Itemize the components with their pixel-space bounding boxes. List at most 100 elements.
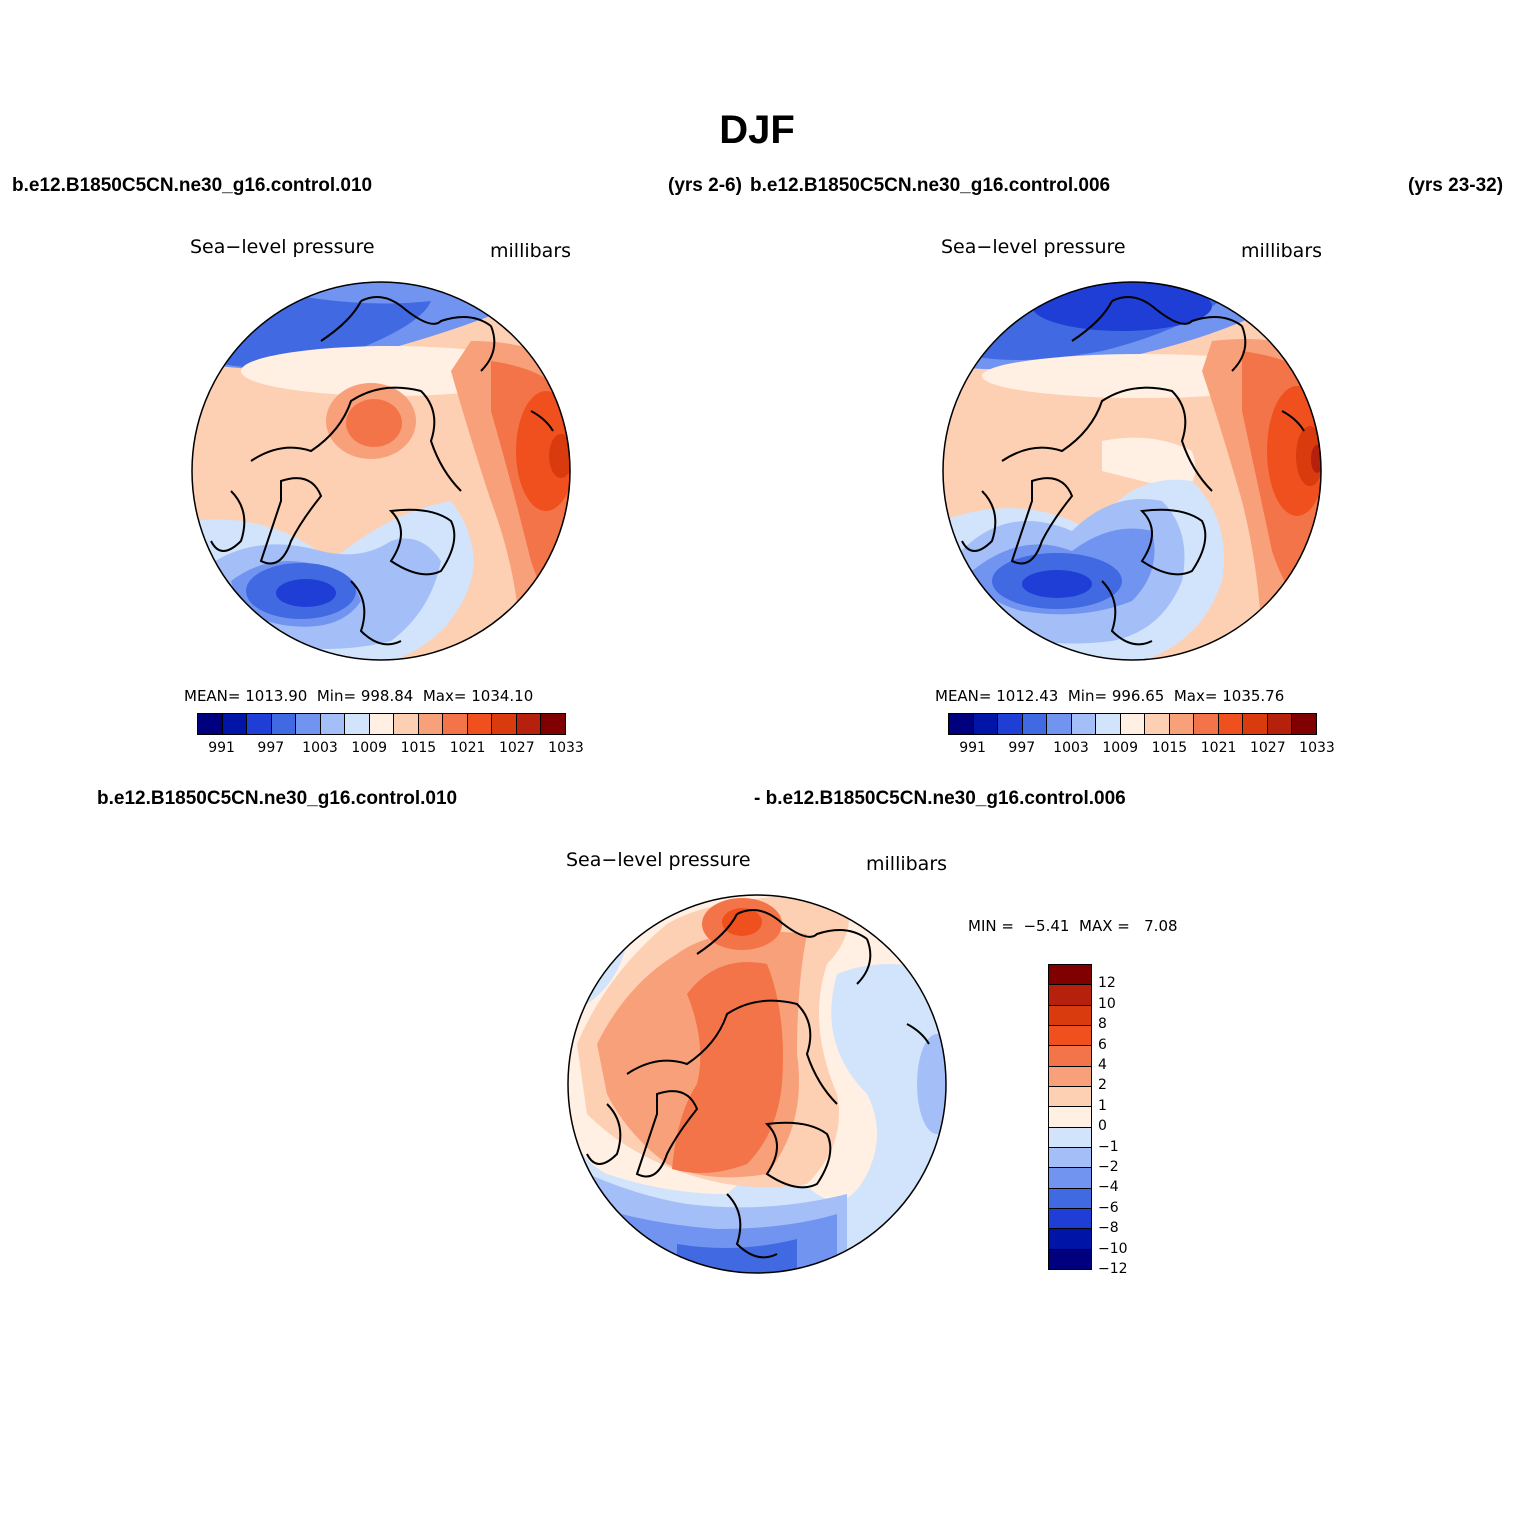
colorbar-label: 1 [1098, 1097, 1107, 1114]
diff-case2-label: - b.e12.B1850C5CN.ne30_g16.control.006 [754, 788, 1126, 809]
panel2-max-value: 1035.76 [1222, 687, 1285, 705]
case2-label: b.e12.B1850C5CN.ne30_g16.control.006 [750, 175, 1111, 196]
panel1-mean-label: MEAN= [184, 687, 241, 705]
colorbar-label: 0 [1098, 1118, 1107, 1135]
colorbar-swatch [1049, 1208, 1091, 1230]
colorbar-label: 1021 [1200, 740, 1237, 756]
panel2-mean-label: MEAN= [935, 687, 992, 705]
colorbar-swatch [1049, 1188, 1091, 1209]
colorbar-swatch [1243, 714, 1268, 734]
panel2-variable: Sea−level pressure [941, 236, 1126, 258]
colorbar-label: −6 [1098, 1199, 1119, 1216]
colorbar-swatch [998, 714, 1023, 734]
colorbar-label: 1015 [1151, 740, 1188, 756]
colorbar-swatch [198, 714, 223, 734]
colorbar-label: 1027 [1249, 740, 1286, 756]
colorbar-label: −4 [1098, 1179, 1119, 1196]
colorbar-swatch [1022, 714, 1048, 734]
panel2-map [942, 281, 1322, 661]
panel1-map [191, 281, 571, 661]
colorbar-swatch [1049, 985, 1091, 1006]
panel1-variable: Sea−level pressure [190, 236, 375, 258]
colorbar-label: 1033 [548, 740, 584, 756]
colorbar-swatch [296, 714, 321, 734]
colorbar-swatch [1049, 1229, 1091, 1250]
panel3-variable: Sea−level pressure [566, 849, 751, 871]
panel1-min-label: Min= [316, 687, 357, 705]
colorbar-swatch [1049, 1046, 1091, 1067]
colorbar-swatch [1120, 714, 1146, 734]
colorbar-label: −12 [1098, 1261, 1128, 1277]
panel1-units: millibars [490, 240, 572, 262]
colorbar-swatch [1047, 714, 1072, 734]
colorbar-label: 997 [1008, 740, 1036, 756]
colorbar-swatch [1218, 714, 1244, 734]
panel3-units: millibars [866, 853, 948, 875]
colorbar-swatch [467, 714, 493, 734]
panel3-max-label: MAX = [1079, 917, 1130, 935]
colorbar-swatch [1096, 714, 1121, 734]
colorbar-label: 997 [257, 740, 285, 756]
colorbar-label: −2 [1098, 1159, 1119, 1175]
case2-years-label: (yrs 23-32) [1408, 175, 1504, 196]
colorbar-label: 1015 [400, 740, 437, 756]
panel3-map [567, 894, 947, 1274]
panel2-min-label: Min= [1067, 687, 1108, 705]
colorbar-swatch [1049, 1066, 1091, 1087]
colorbar-swatch [320, 714, 346, 734]
colorbar-label: −10 [1098, 1240, 1128, 1257]
colorbar-label: 1009 [1102, 740, 1138, 756]
colorbar-swatch [1145, 714, 1170, 734]
colorbar-swatch [1049, 1005, 1091, 1026]
colorbar-label: −1 [1098, 1138, 1119, 1155]
colorbar-swatch [1071, 714, 1097, 734]
panel2-mean-value: 1012.43 [996, 687, 1059, 705]
colorbar-swatch [1169, 714, 1195, 734]
colorbar-swatch [492, 714, 517, 734]
panel3-min-label: MIN = [968, 917, 1014, 935]
colorbar-label: 12 [1098, 975, 1116, 992]
colorbar-swatch [369, 714, 395, 734]
panel1-colorbar [197, 713, 566, 735]
colorbar-swatch [1049, 1086, 1091, 1108]
colorbar-swatch [1267, 714, 1293, 734]
colorbar-swatch [1194, 714, 1219, 734]
colorbar-label: 10 [1098, 995, 1116, 1012]
case1-years-label: (yrs 2-6) [668, 175, 742, 196]
colorbar-swatch [271, 714, 297, 734]
diff-case1-label: b.e12.B1850C5CN.ne30_g16.control.010 [97, 788, 458, 809]
panel2-units: millibars [1241, 240, 1323, 262]
colorbar-label: 6 [1098, 1036, 1107, 1053]
colorbar-swatch [1049, 1147, 1091, 1169]
colorbar-label: 1003 [1053, 740, 1089, 756]
colorbar-label: 991 [959, 740, 986, 756]
colorbar-swatch [394, 714, 419, 734]
panel3-min-value: −5.41 [1023, 917, 1070, 935]
panel3-stats: MIN = −5.41 MAX = 7.08 [968, 917, 1178, 935]
colorbar-swatch [418, 714, 444, 734]
panel2-colorbar [948, 713, 1317, 735]
panel1-mean-value: 1013.90 [245, 687, 308, 705]
colorbar-swatch [222, 714, 248, 734]
colorbar-swatch [1049, 1107, 1091, 1128]
colorbar-swatch [1049, 1249, 1091, 1269]
colorbar-label: 8 [1098, 1016, 1107, 1033]
colorbar-label: 991 [208, 740, 235, 756]
colorbar-swatch [1049, 1127, 1091, 1148]
colorbar-swatch [973, 714, 999, 734]
case1-label: b.e12.B1850C5CN.ne30_g16.control.010 [12, 175, 373, 196]
colorbar-swatch [1049, 1025, 1091, 1047]
colorbar-swatch [1292, 714, 1316, 734]
colorbar-label: 1003 [302, 740, 338, 756]
colorbar-swatch [949, 714, 974, 734]
colorbar-swatch [443, 714, 468, 734]
panel2-stats: MEAN= 1012.43 Min= 996.65 Max= 1035.76 [935, 687, 1284, 705]
panel1-stats: MEAN= 1013.90 Min= 998.84 Max= 1034.10 [184, 687, 533, 705]
colorbar-label: −8 [1098, 1220, 1119, 1237]
panel1-max-value: 1034.10 [471, 687, 534, 705]
colorbar-label: 1021 [449, 740, 486, 756]
panel3-max-value: 7.08 [1144, 917, 1178, 935]
panel2-max-label: Max= [1173, 687, 1218, 705]
colorbar-swatch [541, 714, 565, 734]
panel1-min-value: 998.84 [360, 687, 414, 705]
